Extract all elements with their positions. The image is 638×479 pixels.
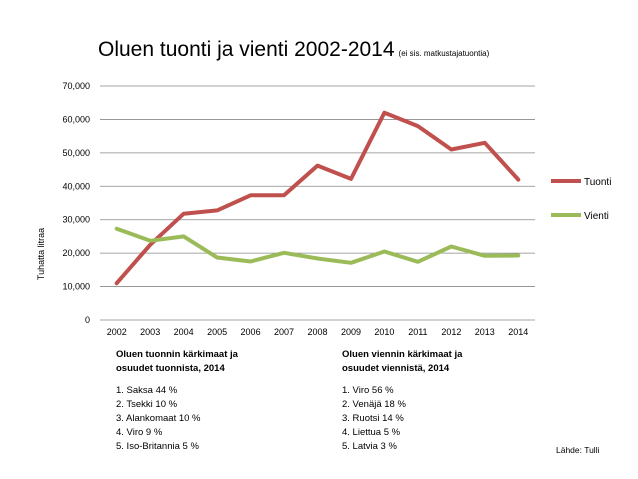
data-point [149,240,151,242]
legend-label: Tuonti [584,177,611,188]
x-tick-label: 2004 [174,327,194,337]
list-item: 2. Tsekki 10 % [116,399,178,410]
x-tick-label: 2006 [241,327,261,337]
y-tick-label: 40,000 [62,181,90,191]
imports-heading-line-2: osuudet tuonnista, 2014 [116,363,225,374]
chart-title-text: Oluen tuonti ja vienti 2002-2014 [98,38,395,61]
data-point [450,149,452,151]
x-tick-label: 2009 [341,327,361,337]
x-tick-label: 2002 [107,327,127,337]
data-point [250,261,252,262]
chart-title: Oluen tuonti ja vienti 2002-2014 (ei sis.… [98,38,489,62]
data-point [149,244,151,246]
data-point [383,112,385,114]
data-point [183,213,185,215]
y-tick-label: 0 [85,315,90,325]
list-item: 1. Viro 56 % [342,385,394,396]
imports-heading-line-1: Oluen tuonnin kärkimaat ja [116,349,238,360]
data-point [116,282,118,284]
x-tick-label: 2013 [475,327,495,337]
x-tick-label: 2014 [508,327,528,337]
list-item: 4. Viro 9 % [116,427,163,438]
data-point [317,165,318,167]
imports-heading: Oluen tuonnin kärkimaat ja osuudet tuonn… [116,348,238,376]
data-point [350,262,352,264]
y-tick-label: 30,000 [62,215,90,225]
y-tick-label: 10,000 [62,282,90,292]
y-tick-label: 60,000 [62,114,90,124]
data-point [450,245,452,247]
list-item: 3. Ruotsi 14 % [342,413,404,424]
legend: Tuonti Vienti [551,177,611,222]
x-tick-label: 2005 [207,327,227,337]
series-lines [114,110,521,286]
x-tick-label: 2008 [307,327,327,337]
y-tick-label: 20,000 [62,248,90,258]
list-item: 5. Latvia 3 % [342,441,397,452]
chart-subtitle: (ei sis. matkustajatuontia) [398,49,490,58]
exports-heading: Oluen viennin kärkimaat ja osuudet vienn… [342,348,462,376]
list-item: 2. Venäjä 18 % [342,399,406,410]
list-item: 3. Alankomaat 10 % [116,413,201,424]
data-point [183,235,185,237]
exports-heading-line-2: osuudet viennistä, 2014 [342,363,450,374]
exports-box: Oluen viennin kärkimaat ja osuudet vienn… [342,348,462,454]
data-point [216,256,218,258]
data-point [517,179,519,181]
data-point [216,209,218,211]
legend-label: Vienti [584,211,609,222]
y-axis-label: Tuhatta litraa [36,228,46,280]
y-tick-label: 50,000 [62,148,90,158]
grid-lines [100,85,535,321]
source-note: Lähde: Tulli [556,445,600,455]
data-point [417,125,419,127]
data-point [484,255,486,257]
y-axis-ticks: 0 10,000 20,000 30,000 40,000 50,000 60,000 70,… [62,81,90,325]
list-item: 5. Iso-Britannia 5 % [116,441,199,452]
data-point [350,178,352,180]
data-point [283,252,285,254]
imports-box: Oluen tuonnin kärkimaat ja osuudet tuonn… [116,348,238,454]
x-tick-label: 2007 [274,327,294,337]
data-point [484,142,486,144]
data-point [417,261,419,263]
data-point [283,194,285,196]
data-point [250,194,252,196]
data-point [383,250,385,252]
x-tick-label: 2012 [441,327,461,337]
exports-list: 1. Viro 56 % 2. Venäjä 18 % 3. Ruotsi 14… [342,384,462,454]
x-axis-ticks: 2002 2003 2004 2005 2006 2007 2008 2009 2010 2011… [107,327,529,337]
data-point [517,254,519,256]
list-item: 4. Liettua 5 % [342,427,401,438]
x-tick-label: 2011 [408,327,427,337]
exports-heading-line-1: Oluen viennin kärkimaat ja [342,349,463,360]
list-item: 1. Saksa 44 % [116,385,178,396]
imports-list: 1. Saksa 44 % 2. Tsekki 10 % 3. Alankoma… [116,384,238,454]
x-tick-label: 2010 [374,327,394,337]
y-tick-label: 70,000 [62,81,90,91]
data-point [116,228,118,230]
x-tick-label: 2003 [140,327,160,337]
series-line-vienti [114,226,521,265]
data-point [317,257,318,259]
